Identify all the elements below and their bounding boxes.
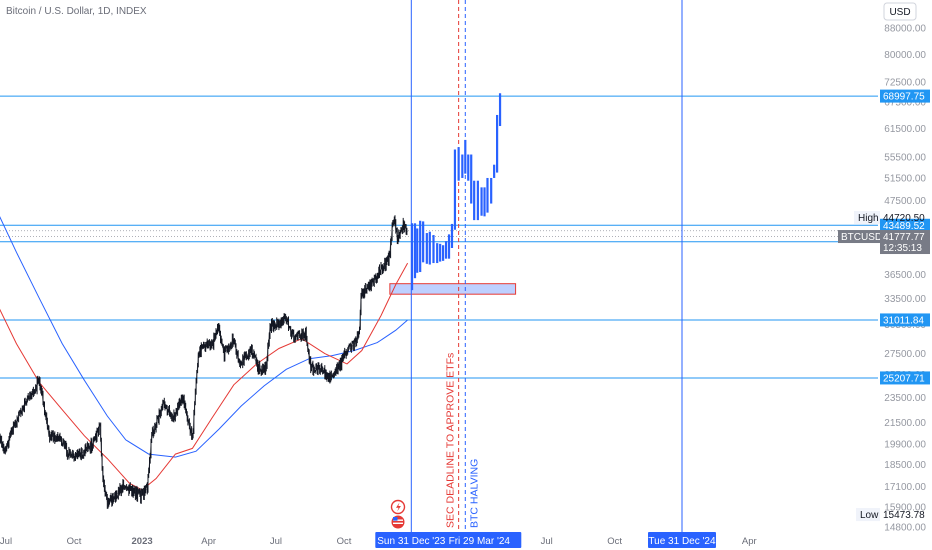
- support-zone-rect[interactable]: [389, 283, 517, 295]
- x-tick-label: Jul: [0, 536, 12, 547]
- symbol-badge-label: BTCUSD: [841, 232, 882, 243]
- x-tick-label: Oct: [67, 536, 82, 547]
- horizontal-lines: [0, 95, 878, 379]
- chart-title: Bitcoin / U.S. Dollar, 1D, INDEX: [6, 6, 147, 17]
- date-tag-2024-label: Tue 31 Dec '24: [648, 536, 716, 547]
- y-tick-label: 36500.00: [884, 270, 926, 281]
- btc-halving-label: BTC HALVING: [468, 459, 480, 528]
- level-price-tag-label: 43489.52: [883, 221, 925, 232]
- date-range-tag[interactable]: [375, 532, 522, 548]
- us-flag-stripe: [393, 519, 403, 521]
- series-layer: [0, 215, 409, 509]
- date-tag-end-label: Fri 29 Mar '24: [449, 536, 511, 547]
- current-price-tag[interactable]: [880, 230, 930, 255]
- high-marker-badge: [854, 210, 880, 224]
- projection-bars: [410, 93, 502, 291]
- y-tick-label: 47500.00: [884, 196, 926, 207]
- time-axis[interactable]: Jul Oct 2023 Apr Jul Oct Jul Oct Apr Sun 31 Dec '…: [0, 532, 757, 548]
- y-tick-label: 61500.00: [884, 124, 926, 135]
- x-tick-label: Apr: [201, 536, 216, 547]
- level-price-tag[interactable]: [880, 313, 930, 327]
- currency-button[interactable]: USD: [883, 2, 917, 21]
- y-tick-label: 15900.00: [884, 502, 926, 513]
- ma-fast-line: [0, 262, 409, 491]
- level-price-tag[interactable]: [880, 218, 930, 232]
- y-tick-label: 14800.00: [884, 523, 926, 534]
- x-tick-label: Oct: [337, 536, 352, 547]
- y-tick-label: 17100.00: [884, 482, 926, 493]
- date-tag-2024[interactable]: [648, 532, 716, 548]
- us-flag-stripe: [393, 522, 403, 524]
- support-zone: [389, 283, 517, 295]
- y-tick-label: 72500.00: [884, 78, 926, 89]
- y-tick-label: 55500.00: [884, 153, 926, 164]
- us-flag-canton: [393, 517, 398, 521]
- x-tick-label: Jul: [270, 536, 282, 547]
- y-tick-label: 27500.00: [884, 349, 926, 360]
- axis-tags: 68997.7543489.5241002.8731011.8425207.71…: [838, 89, 930, 522]
- symbol-badge: [838, 230, 880, 244]
- high-marker-label: High: [858, 213, 879, 224]
- y-tick-label: 21500.00: [884, 418, 926, 429]
- y-tick-label: 33500.00: [884, 294, 926, 305]
- date-tag-start-label: Sun 31 Dec '23: [377, 536, 446, 547]
- y-tick-label: 88000.00: [884, 24, 926, 35]
- lightning-icon-glyph: [396, 502, 401, 512]
- x-tick-label: Apr: [742, 536, 757, 547]
- level-price-tag[interactable]: [880, 89, 930, 103]
- level-price-tag[interactable]: [880, 371, 930, 385]
- low-marker-label: Low: [860, 510, 879, 521]
- currency-button-label: USD: [889, 7, 910, 18]
- low-marker-badge: [856, 508, 880, 522]
- bar-countdown: 12:35:13: [883, 243, 922, 254]
- x-tick-label: Oct: [607, 536, 622, 547]
- y-tick-label: 23500.00: [884, 393, 926, 404]
- y-tick-label: 80000.00: [884, 50, 926, 61]
- level-price-tag-label: 68997.75: [883, 92, 925, 103]
- x-tick-label: Jul: [541, 536, 553, 547]
- level-price-tag-label: 25207.71: [883, 373, 925, 384]
- level-price-tag-label: 31011.84: [883, 315, 924, 326]
- high-marker-value: 44720.50: [883, 213, 925, 224]
- y-tick-label: 51500.00: [884, 173, 926, 184]
- sec-deadline-label: SEC DEADLINE TO APPROVE ETFs: [445, 353, 457, 528]
- y-tick-label: 18500.00: [884, 460, 926, 471]
- low-marker-value: 15473.78: [883, 510, 925, 521]
- x-tick-label: 2023: [132, 536, 153, 547]
- current-price-value: 41777.77: [883, 232, 925, 243]
- y-tick-label: 67500.00: [884, 98, 926, 109]
- y-tick-label: 19900.00: [884, 440, 926, 451]
- event-icons: [390, 499, 406, 529]
